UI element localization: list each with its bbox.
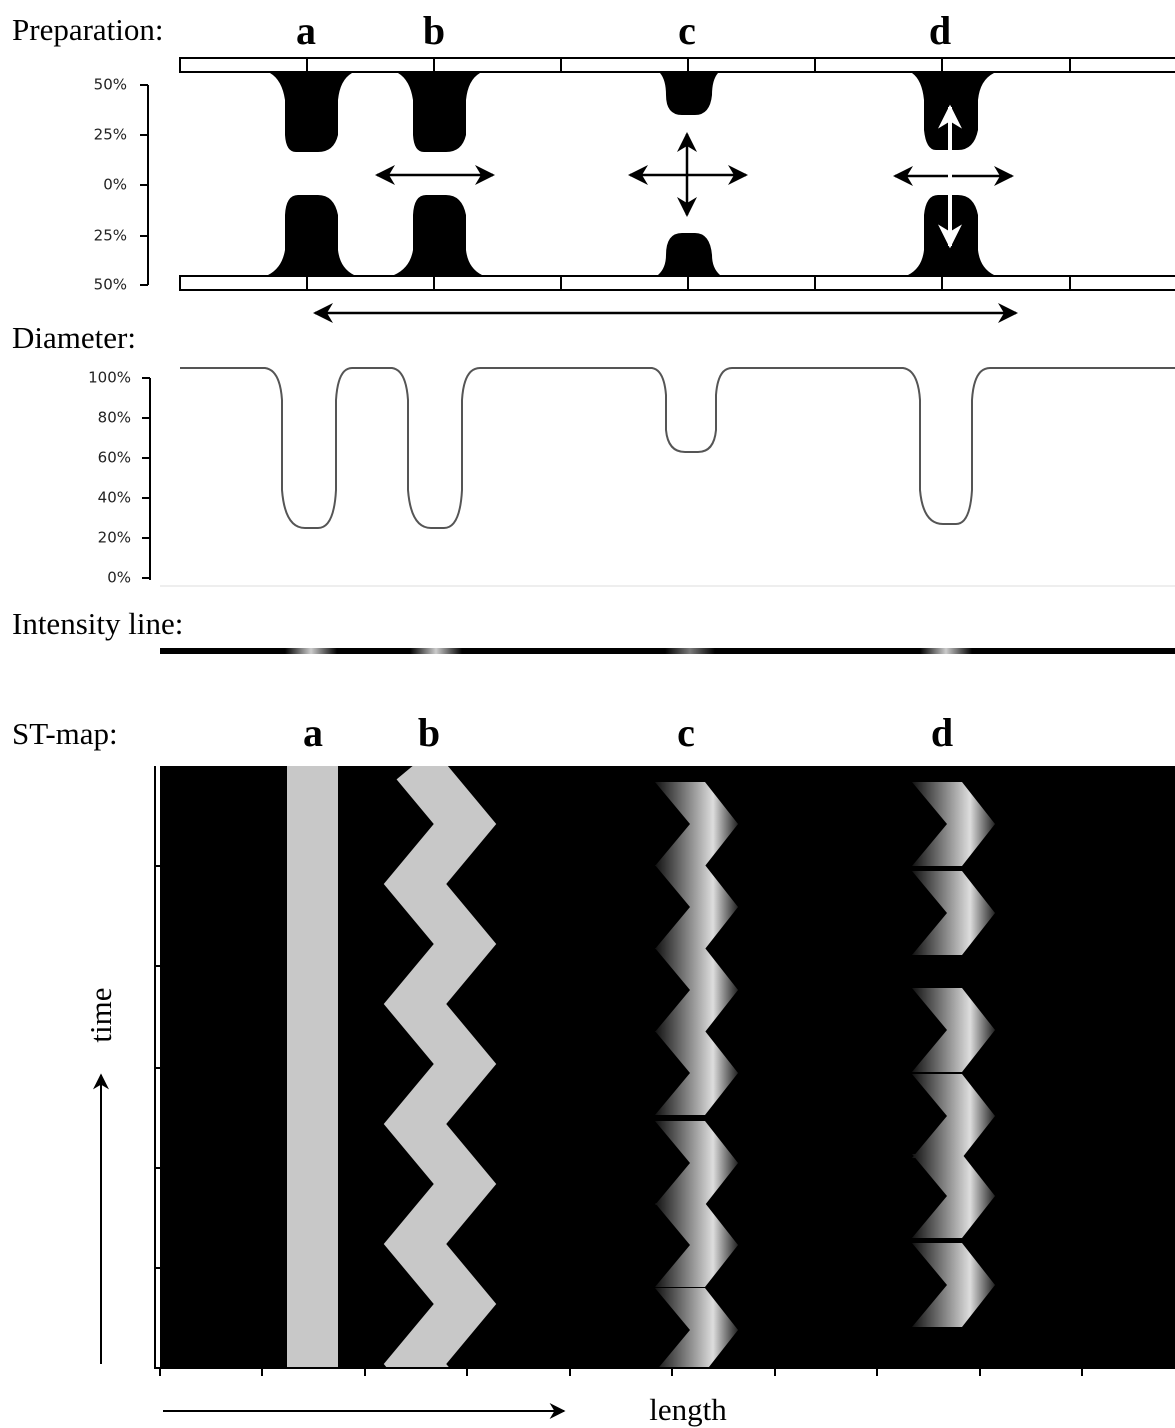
tick-label: 50% bbox=[94, 76, 127, 94]
st-chevron bbox=[655, 865, 738, 949]
letter: b bbox=[423, 8, 445, 53]
tick-label: 20% bbox=[98, 529, 131, 547]
letter: a bbox=[303, 710, 323, 755]
letter: c bbox=[678, 8, 696, 53]
st-chevron bbox=[912, 988, 995, 1072]
letter: d bbox=[929, 8, 951, 53]
letters-top: a b c d bbox=[296, 8, 951, 53]
tick-label: 0% bbox=[107, 569, 131, 587]
prep-axis: 50% 25% 0% 25% 50% bbox=[94, 76, 149, 294]
axis-line bbox=[142, 377, 151, 580]
constriction bbox=[270, 73, 352, 152]
st-zigzag bbox=[383, 766, 497, 1368]
st-chevron bbox=[655, 1203, 738, 1287]
letter: c bbox=[677, 710, 695, 755]
constriction bbox=[398, 73, 480, 152]
tube-wall bbox=[179, 275, 1175, 291]
letters-map: a b c d bbox=[303, 710, 953, 755]
st-chevron bbox=[655, 948, 738, 1032]
letter: d bbox=[931, 710, 953, 755]
tube bbox=[179, 57, 1175, 291]
constriction bbox=[658, 233, 720, 275]
tick-label: 60% bbox=[98, 449, 131, 467]
panel-label: Diameter: bbox=[12, 320, 136, 355]
letter: a bbox=[296, 8, 316, 53]
constriction bbox=[912, 73, 994, 150]
tick-label: 25% bbox=[94, 227, 127, 245]
panel-label: ST-map: bbox=[12, 716, 118, 751]
intensity-peak bbox=[410, 648, 462, 654]
st-chevron bbox=[655, 1288, 738, 1368]
constriction bbox=[268, 195, 354, 275]
st-chevron bbox=[912, 782, 995, 866]
axis-label: length bbox=[649, 1392, 727, 1427]
st-chevron bbox=[655, 1031, 738, 1115]
tube-divider bbox=[306, 58, 1071, 290]
axis-line bbox=[140, 84, 149, 286]
diameter-curve bbox=[180, 367, 1175, 529]
st-chevrons bbox=[655, 782, 995, 1368]
tick-label: 100% bbox=[88, 369, 131, 387]
diameter-axis: 100% 80% 60% 40% 20% 0% bbox=[88, 369, 1175, 587]
constriction bbox=[660, 73, 718, 115]
intensity-peak bbox=[285, 648, 337, 654]
panel-label: Preparation: bbox=[12, 12, 164, 47]
tick-label: 25% bbox=[94, 126, 127, 144]
arrows bbox=[313, 104, 1018, 323]
tick-label: 0% bbox=[103, 176, 127, 194]
letter: b bbox=[418, 710, 440, 755]
axis-label: time bbox=[83, 987, 118, 1042]
st-band bbox=[287, 766, 338, 1368]
constriction bbox=[394, 195, 482, 275]
intensity-peak bbox=[665, 648, 715, 654]
tick-label: 50% bbox=[94, 276, 127, 294]
intensity-peak bbox=[920, 648, 972, 654]
tick-label: 40% bbox=[98, 489, 131, 507]
st-chevron bbox=[912, 871, 995, 955]
st-map-clip bbox=[383, 766, 995, 1368]
map-axes bbox=[154, 766, 1175, 1376]
tick-label: 80% bbox=[98, 409, 131, 427]
tube-wall bbox=[179, 57, 1175, 73]
panel-label: Intensity line: bbox=[12, 606, 183, 641]
st-chevron bbox=[912, 1074, 995, 1158]
st-chevron bbox=[655, 782, 738, 866]
intensity-line bbox=[160, 648, 1175, 654]
st-chevron bbox=[655, 1121, 738, 1205]
st-chevron bbox=[912, 1154, 995, 1238]
st-chevron bbox=[912, 1243, 995, 1327]
